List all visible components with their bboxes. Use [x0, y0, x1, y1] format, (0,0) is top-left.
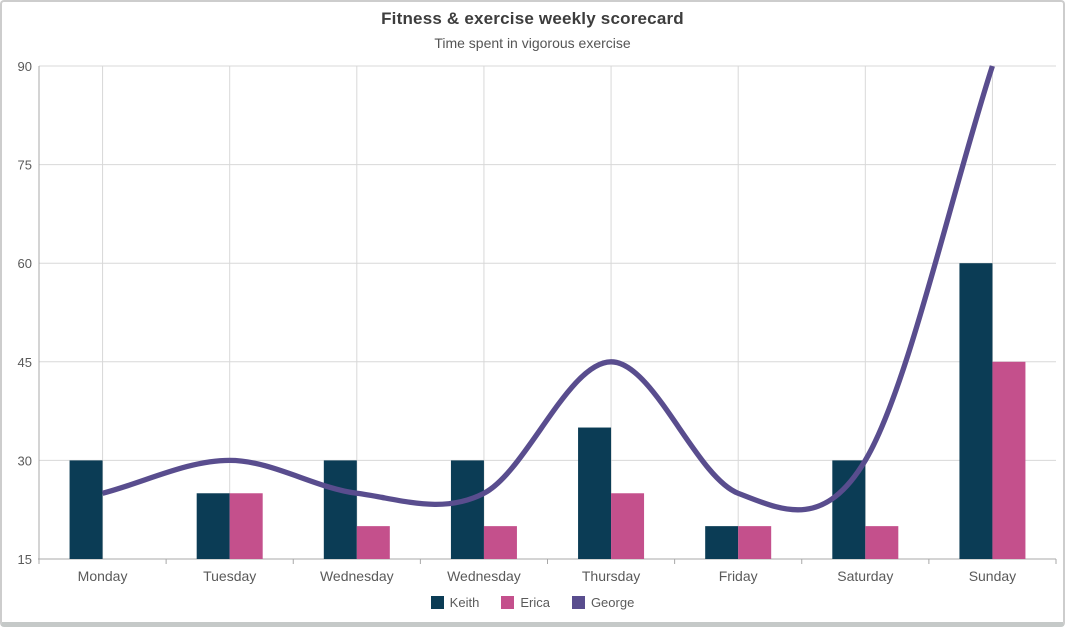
y-axis-tick-label: 75	[18, 158, 32, 173]
legend-item-george[interactable]: George	[571, 595, 635, 610]
legend-swatch-george	[571, 596, 585, 609]
legend-label: George	[590, 595, 635, 610]
y-axis-tick-label: 30	[18, 453, 32, 468]
y-axis-tick-label: 15	[18, 552, 32, 567]
legend-swatch-erica	[501, 596, 515, 609]
bar-erica-wednesday	[356, 526, 390, 559]
bar-erica-thursday	[611, 493, 645, 559]
line-george	[101, 65, 995, 513]
chart-title: Fitness & exercise weekly scorecard	[381, 9, 684, 28]
legend-item-erica[interactable]: Erica	[501, 595, 550, 610]
chart-subtitle: Time spent in vigorous exercise	[434, 35, 631, 51]
chart-legend: Keith Erica George	[2, 595, 1063, 610]
bar-keith-saturday	[832, 460, 866, 559]
bar-keith-wednesday	[450, 460, 484, 559]
legend-label: Keith	[449, 595, 480, 610]
x-axis-label: Saturday	[837, 568, 893, 584]
bar-erica-sunday	[992, 361, 1026, 559]
y-axis-tick-label: 60	[18, 256, 32, 271]
x-axis-label: Thursday	[582, 568, 640, 584]
legend-label: Erica	[520, 595, 550, 610]
y-axis-tick-label: 45	[18, 355, 32, 370]
bar-erica-saturday	[865, 526, 899, 559]
bar-keith-thursday	[578, 427, 612, 559]
bar-keith-friday	[705, 526, 739, 559]
bar-keith-wednesday	[323, 460, 357, 559]
x-axis-label: Wednesday	[447, 568, 521, 584]
bar-keith-monday	[69, 460, 103, 559]
bar-erica-friday	[738, 526, 772, 559]
legend-swatch-keith	[430, 596, 444, 609]
y-axis-tick-label: 90	[18, 59, 32, 74]
x-axis-label: Friday	[719, 568, 758, 584]
legend-item-keith[interactable]: Keith	[430, 595, 480, 610]
bar-keith-tuesday	[196, 493, 230, 559]
bar-keith-sunday	[959, 263, 993, 559]
x-axis-label: Sunday	[969, 568, 1016, 584]
bar-erica-wednesday	[483, 526, 517, 559]
bar-erica-tuesday	[229, 493, 263, 559]
x-axis-label: Wednesday	[320, 568, 394, 584]
x-axis-label: Monday	[78, 568, 128, 584]
x-axis-label: Tuesday	[203, 568, 256, 584]
